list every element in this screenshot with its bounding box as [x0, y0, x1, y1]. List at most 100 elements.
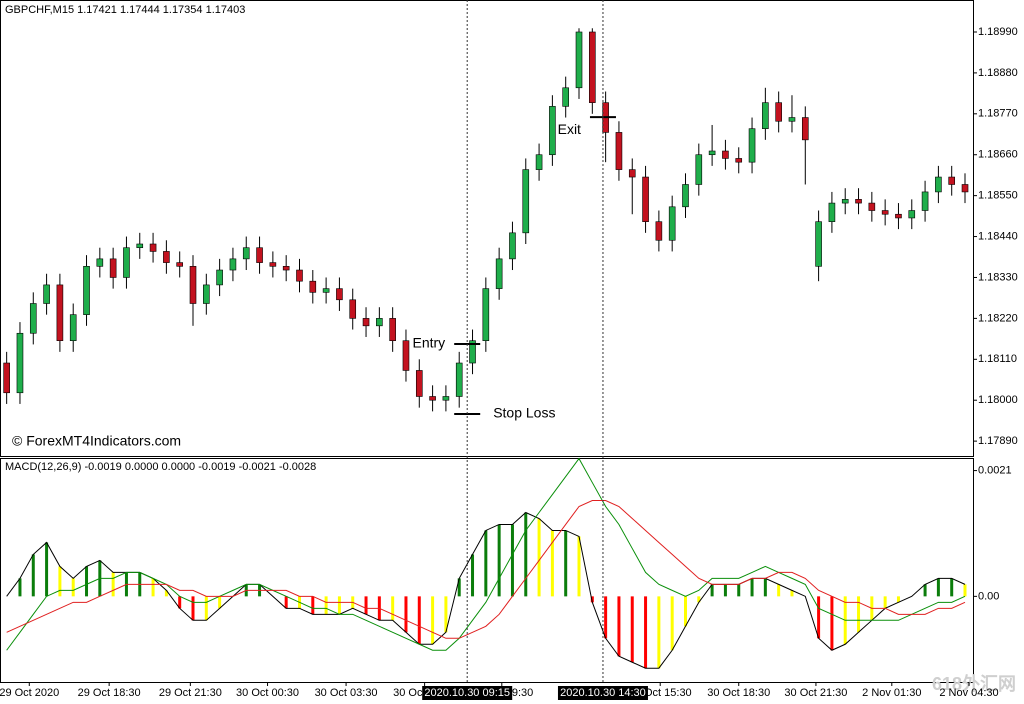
annotation-label: Exit — [558, 121, 581, 137]
candle-body — [309, 280, 317, 293]
candle-body — [722, 150, 729, 159]
candle-body — [163, 251, 170, 263]
y-tick-label: 1.18550 — [978, 190, 1018, 202]
candle-body — [855, 199, 862, 204]
candle-body — [442, 396, 450, 401]
candle-body — [216, 269, 223, 286]
x-tick-label: 2 Nov 04:30 — [939, 687, 998, 699]
candle-body — [589, 31, 596, 103]
candle-body — [136, 243, 144, 249]
candle-body — [242, 247, 250, 260]
candle-body — [56, 284, 64, 341]
y-tick-label: 1.18990 — [978, 26, 1018, 38]
crosshair-label: 2020.10.30 14:30 — [560, 687, 646, 699]
candle-body — [109, 258, 117, 278]
candle-body — [203, 284, 210, 304]
candle-body — [668, 206, 676, 241]
candle-body — [256, 247, 263, 263]
x-tick-label: 29 Oct 21:30 — [159, 687, 222, 699]
candle-body — [389, 318, 396, 341]
candle-body — [961, 184, 969, 193]
candle-body — [615, 132, 623, 170]
candle-body — [628, 169, 636, 178]
candle-body — [455, 362, 463, 397]
candle-body — [921, 191, 929, 211]
candle-body — [415, 370, 423, 397]
candle-body — [469, 340, 476, 364]
candle-body — [535, 154, 543, 170]
crosshair-label: 2020.10.30 09:15 — [424, 687, 510, 699]
candle-body — [282, 266, 290, 271]
x-tick-label: 30 Oct 03:30 — [315, 687, 378, 699]
y-tick-label: 0.00 — [978, 590, 999, 602]
candle-body — [708, 150, 716, 156]
y-tick-label: 1.18660 — [978, 149, 1018, 161]
candle-body — [495, 258, 503, 289]
candle-body — [935, 176, 942, 193]
candle-body — [83, 266, 90, 315]
x-tick-label: 30 Oct 00:30 — [236, 687, 299, 699]
candle-body — [349, 299, 357, 319]
price-title: GBPCHF,M15 1.17421 1.17444 1.17354 1.174… — [5, 4, 245, 16]
x-tick-label: 2 Nov 01:30 — [862, 687, 921, 699]
histogram-outline — [6, 511, 966, 669]
candle-body — [895, 213, 902, 219]
watermark: © ForexMT4Indicators.com — [12, 433, 181, 449]
y-tick-label: 1.18770 — [978, 108, 1018, 120]
candle-body — [841, 199, 849, 204]
candle-body — [575, 31, 583, 89]
x-tick-label: 29 Oct 18:30 — [78, 687, 141, 699]
candle-body — [868, 202, 876, 211]
crosshair-label-bg — [557, 686, 648, 700]
candle-body — [189, 266, 197, 304]
candle-body — [362, 318, 370, 327]
candle-body — [16, 332, 24, 394]
candle-body — [96, 258, 104, 267]
macd-line — [6, 500, 966, 639]
candle-body — [229, 258, 237, 271]
y-tick-label: 1.18440 — [978, 230, 1018, 242]
candle-body — [549, 106, 556, 156]
candle-body — [828, 202, 836, 222]
annotation-label: Stop Loss — [493, 405, 555, 421]
candle-body — [748, 128, 756, 163]
y-tick-label: 0.0021 — [978, 464, 1012, 476]
macd-panel — [0, 458, 974, 683]
candle-body — [69, 314, 77, 341]
candle-body — [429, 396, 436, 401]
candle-body — [908, 210, 916, 219]
annotation-label: Entry — [413, 335, 446, 351]
candle-body — [296, 269, 303, 282]
x-tick-label: 29 Oct 2020 — [0, 687, 59, 699]
x-tick-label: 30 Oct 18:30 — [707, 687, 770, 699]
candle-body — [948, 176, 956, 185]
candle-body — [788, 117, 796, 122]
candle-body — [402, 340, 410, 371]
y-tick-label: 1.18330 — [978, 271, 1018, 283]
site-watermark: 618外汇网 — [932, 673, 1016, 694]
x-tick-label: 30 Oct 21:30 — [784, 687, 847, 699]
price-panel — [0, 0, 974, 457]
candle-body — [149, 243, 157, 252]
candle-body — [509, 232, 516, 260]
y-tick-label: 1.18220 — [978, 312, 1018, 324]
candle-body — [801, 117, 809, 141]
y-tick-label: 1.17890 — [978, 435, 1018, 447]
candle-body — [3, 362, 10, 394]
crosshair-label-bg — [422, 686, 513, 700]
candle-body — [762, 102, 769, 129]
candle-body — [123, 247, 130, 278]
candle-body — [29, 303, 37, 334]
candle-body — [336, 288, 343, 301]
candle-body — [735, 158, 743, 163]
y-tick-label: 1.18000 — [978, 394, 1018, 406]
candle-body — [269, 262, 277, 267]
y-tick-label: 1.18110 — [978, 353, 1017, 365]
candle-body — [682, 184, 689, 208]
candle-body — [522, 169, 530, 234]
candle-body — [562, 87, 569, 107]
candle-body — [655, 221, 663, 241]
candle-body — [322, 288, 330, 293]
candle-body — [695, 154, 703, 185]
